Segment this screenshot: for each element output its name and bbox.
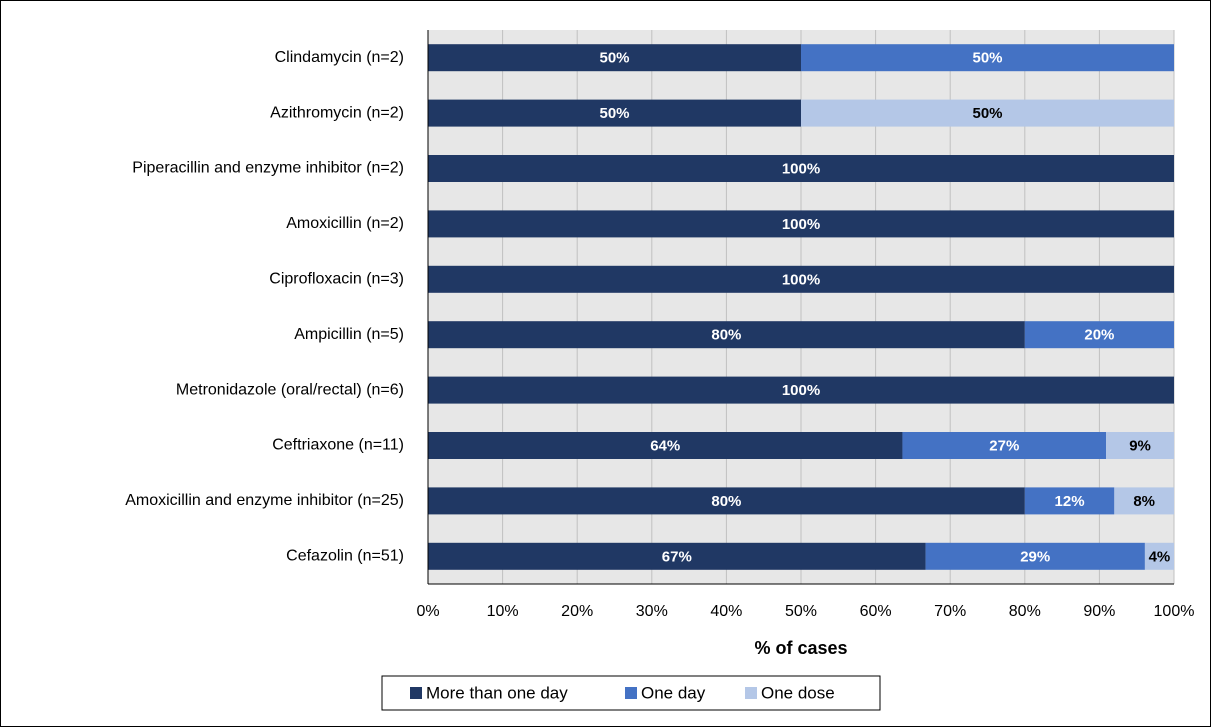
- bar-segment: [428, 487, 1025, 515]
- data-label: 80%: [711, 327, 741, 344]
- x-tick-label: 90%: [1083, 603, 1115, 620]
- x-tick-label: 100%: [1154, 603, 1195, 620]
- y-tick-label: Amoxicillin and enzyme inhibitor (n=25): [125, 492, 404, 509]
- data-label: 9%: [1129, 437, 1151, 454]
- legend-swatch: [410, 687, 422, 699]
- y-tick-label: Ciprofloxacin (n=3): [269, 271, 404, 288]
- data-label: 100%: [782, 216, 820, 233]
- x-axis-title: % of cases: [754, 638, 847, 658]
- y-tick-label: Clindamycin (n=2): [275, 49, 404, 66]
- legend-label: One dose: [761, 683, 835, 702]
- x-tick-label: 0%: [416, 603, 439, 620]
- data-label: 27%: [989, 437, 1019, 454]
- legend-label: More than one day: [426, 683, 568, 702]
- y-tick-label: Amoxicillin (n=2): [286, 215, 404, 232]
- x-tick-label: 30%: [636, 603, 668, 620]
- x-tick-label: 50%: [785, 603, 817, 620]
- bar-segment: [801, 99, 1174, 127]
- bar-segment: [428, 44, 801, 72]
- bar-segment: [428, 155, 1174, 182]
- bar-segment: [428, 210, 1174, 238]
- data-label: 50%: [972, 105, 1002, 122]
- x-tick-label: 60%: [860, 603, 892, 620]
- data-label: 4%: [1149, 548, 1171, 565]
- x-tick-label: 10%: [487, 603, 519, 620]
- data-label: 29%: [1020, 548, 1050, 565]
- data-label: 100%: [782, 382, 820, 399]
- bar-segment: [801, 44, 1174, 72]
- legend-label: One day: [641, 683, 706, 702]
- bar-segment: [428, 376, 1174, 404]
- data-label: 50%: [972, 50, 1002, 67]
- y-tick-label: Metronidazole (oral/rectal) (n=6): [176, 381, 404, 398]
- bar-segment: [1144, 542, 1174, 570]
- bar-segment: [902, 432, 1107, 459]
- y-tick-label: Azithromycin (n=2): [270, 104, 404, 121]
- data-label: 50%: [599, 50, 629, 67]
- bar-segment: [1024, 321, 1174, 349]
- data-label: 20%: [1084, 327, 1114, 344]
- bar-segment: [428, 99, 801, 127]
- data-label: 12%: [1055, 493, 1085, 510]
- data-label: 8%: [1133, 493, 1155, 510]
- bar-segment: [1106, 432, 1174, 459]
- bar-segment: [1114, 487, 1174, 515]
- data-label: 100%: [782, 271, 820, 288]
- data-label: 50%: [599, 105, 629, 122]
- bar-segment: [428, 321, 1025, 349]
- bar-segment: [428, 542, 926, 570]
- y-tick-label: Ampicillin (n=5): [294, 326, 404, 343]
- data-label: 80%: [711, 493, 741, 510]
- y-tick-label: Ceftriaxone (n=11): [272, 437, 404, 454]
- bar-segment: [428, 265, 1174, 293]
- bar-segment: [925, 542, 1145, 570]
- data-label: 64%: [650, 437, 680, 454]
- bar-segment: [428, 432, 903, 459]
- data-label: 100%: [782, 160, 820, 177]
- legend-swatch: [745, 687, 757, 699]
- legend-swatch: [625, 687, 637, 699]
- data-label: 67%: [662, 548, 692, 565]
- x-tick-label: 20%: [561, 603, 593, 620]
- y-tick-label: Cefazolin (n=51): [286, 548, 404, 565]
- y-tick-label: Piperacillin and enzyme inhibitor (n=2): [132, 160, 404, 177]
- bar-segment: [1024, 487, 1115, 515]
- x-tick-label: 40%: [710, 603, 742, 620]
- x-tick-label: 80%: [1009, 603, 1041, 620]
- x-tick-label: 70%: [934, 603, 966, 620]
